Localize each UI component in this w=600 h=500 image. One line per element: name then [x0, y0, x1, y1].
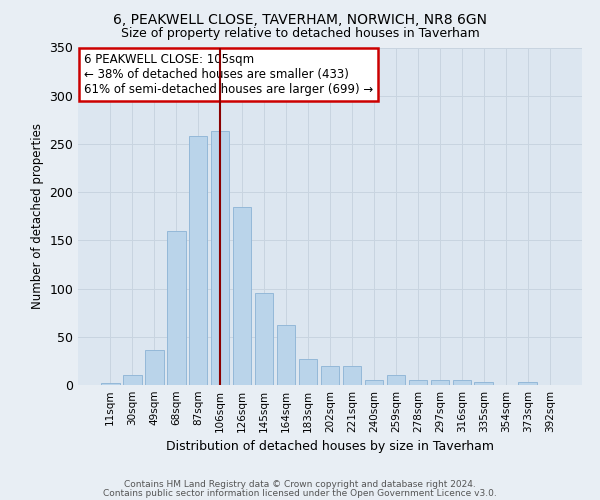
Bar	[167, 230, 185, 385]
Bar	[365, 380, 383, 385]
Text: Size of property relative to detached houses in Taverham: Size of property relative to detached ho…	[121, 28, 479, 40]
Bar	[255, 294, 274, 385]
Bar	[452, 380, 471, 385]
Bar	[518, 382, 537, 385]
Bar	[386, 376, 405, 385]
Bar	[101, 383, 119, 385]
Bar	[211, 132, 229, 385]
Text: 6 PEAKWELL CLOSE: 105sqm
← 38% of detached houses are smaller (433)
61% of semi-: 6 PEAKWELL CLOSE: 105sqm ← 38% of detach…	[83, 53, 373, 96]
Bar	[299, 359, 317, 385]
Bar	[145, 350, 164, 385]
Bar	[123, 376, 142, 385]
Bar	[233, 206, 251, 385]
Text: 6, PEAKWELL CLOSE, TAVERHAM, NORWICH, NR8 6GN: 6, PEAKWELL CLOSE, TAVERHAM, NORWICH, NR…	[113, 12, 487, 26]
Bar	[277, 325, 295, 385]
Bar	[409, 380, 427, 385]
Bar	[320, 366, 340, 385]
Bar	[475, 382, 493, 385]
Bar	[431, 380, 449, 385]
X-axis label: Distribution of detached houses by size in Taverham: Distribution of detached houses by size …	[166, 440, 494, 454]
Text: Contains HM Land Registry data © Crown copyright and database right 2024.: Contains HM Land Registry data © Crown c…	[124, 480, 476, 489]
Bar	[343, 366, 361, 385]
Text: Contains public sector information licensed under the Open Government Licence v3: Contains public sector information licen…	[103, 489, 497, 498]
Bar	[189, 136, 208, 385]
Y-axis label: Number of detached properties: Number of detached properties	[31, 123, 44, 309]
